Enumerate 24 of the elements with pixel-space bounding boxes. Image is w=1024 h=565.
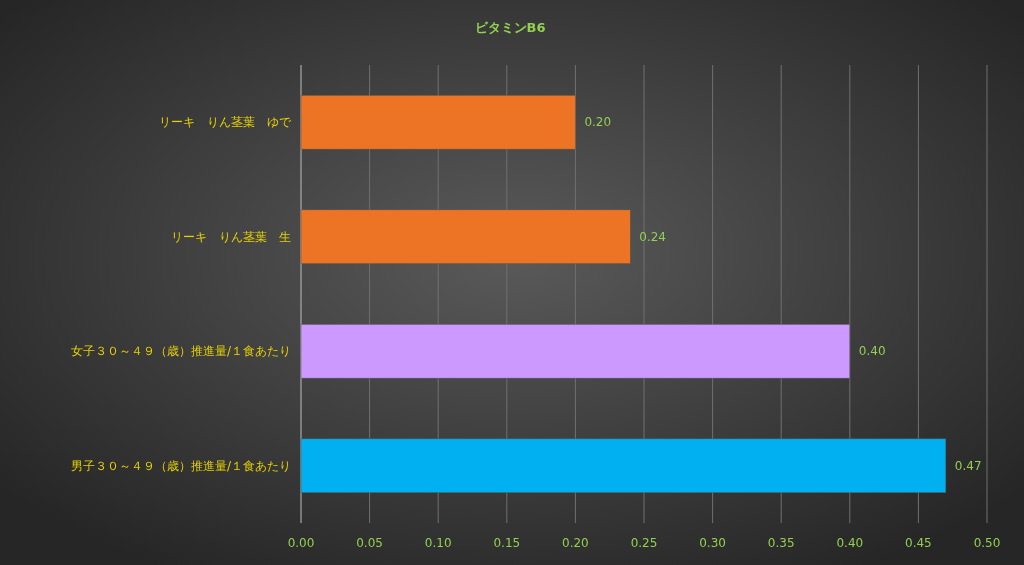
y-tick-label: リーキ りん茎葉 生 (171, 229, 291, 244)
x-tick-label: 0.00 (287, 536, 315, 550)
x-tick-label: 0.45 (905, 536, 932, 550)
y-tick-label: リーキ りん茎葉 ゆで (159, 115, 292, 130)
x-tick-label: 0.25 (630, 536, 658, 550)
x-tick-label: 0.15 (493, 536, 521, 550)
x-tick-label: 0.35 (767, 536, 795, 550)
chart-title: ビタミンB6 (474, 20, 546, 35)
y-tick-label: 男子３０～４９（歳）推進量/１食あたり (70, 458, 291, 473)
data-label: 0.24 (639, 229, 666, 244)
x-tick-label: 0.40 (836, 536, 864, 550)
data-label: 0.47 (954, 458, 982, 473)
x-tick-label: 0.05 (356, 536, 383, 550)
bar (300, 438, 947, 493)
x-tick-label: 0.30 (699, 536, 726, 550)
bar (300, 209, 631, 264)
x-tick-label: 0.20 (562, 536, 589, 550)
data-label: 0.40 (858, 344, 886, 359)
data-label: 0.20 (584, 115, 612, 130)
y-tick-label: 女子３０～４９（歳）推進量/１食あたり (70, 344, 291, 359)
bar (300, 324, 851, 379)
x-tick-label: 0.10 (424, 536, 452, 550)
bar (300, 95, 576, 150)
x-tick-label: 0.50 (973, 536, 1001, 550)
